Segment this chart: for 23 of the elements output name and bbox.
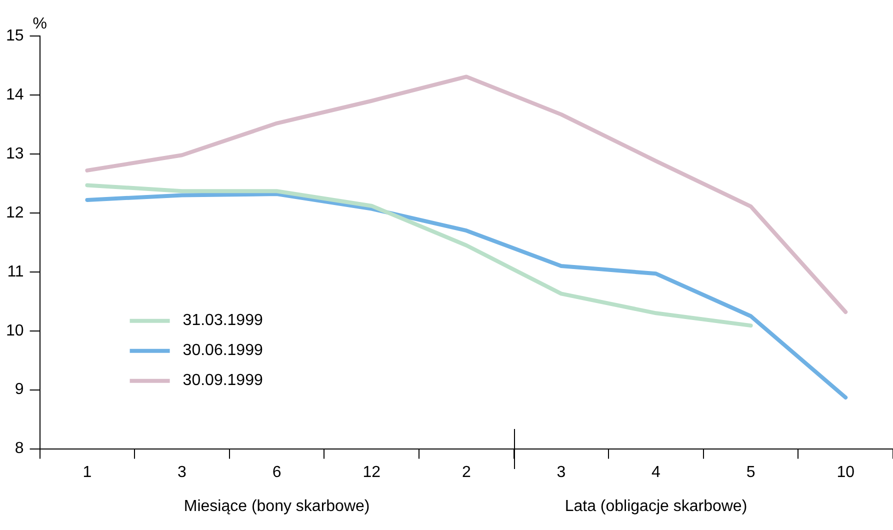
y-tick-label: 11 bbox=[7, 263, 24, 280]
x-tick-label: 3 bbox=[178, 464, 187, 481]
x-tick-label: 12 bbox=[362, 464, 381, 481]
y-tick-label: 12 bbox=[6, 204, 24, 222]
y-tick-label: 10 bbox=[6, 322, 24, 340]
x-tick-label: 1 bbox=[82, 464, 92, 481]
legend-label: 30.09.1999 bbox=[182, 372, 263, 390]
y-tick-label: 15 bbox=[6, 27, 24, 44]
text: Miesiące (bony skarbowe) bbox=[184, 498, 370, 515]
x-tick-label: 3 bbox=[556, 464, 566, 481]
x-tick-label: 10 bbox=[836, 464, 855, 481]
legend-label: 31.03.1999 bbox=[182, 312, 263, 330]
y-tick-label: 9 bbox=[14, 381, 24, 398]
y-axis-title: % bbox=[32, 15, 47, 32]
text: Lata (obligacje skarbowe) bbox=[564, 498, 748, 515]
x-tick-label: 5 bbox=[746, 464, 756, 481]
y-tick-label: 14 bbox=[6, 86, 24, 104]
x-tick-label: 4 bbox=[652, 464, 661, 481]
x-tick-label: 2 bbox=[462, 464, 471, 481]
y-tick-label: 8 bbox=[14, 440, 24, 458]
x-tick-label: 6 bbox=[272, 464, 282, 481]
legend-label: 30.06.1999 bbox=[182, 342, 263, 360]
y-tick-label: 13 bbox=[6, 145, 24, 162]
